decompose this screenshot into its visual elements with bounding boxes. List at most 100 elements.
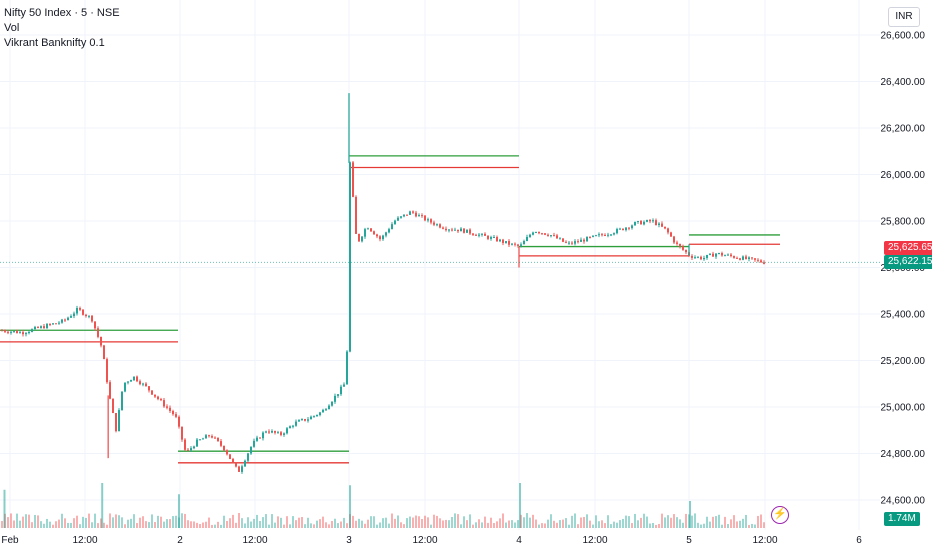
candle-body <box>499 239 501 242</box>
candle-body <box>193 446 195 449</box>
volume-bar <box>703 523 705 528</box>
candle-body <box>148 386 150 391</box>
y-tick-label: 26,000.00 <box>881 170 926 181</box>
volume-bar <box>460 524 462 528</box>
volume-bar <box>307 517 309 528</box>
candle-body <box>1 330 3 332</box>
candle-body <box>103 345 105 360</box>
candle-body <box>472 233 474 235</box>
y-tick-label: 25,200.00 <box>881 356 926 367</box>
volume-bar <box>169 519 171 528</box>
candle-body <box>454 229 456 231</box>
volume-bar <box>31 522 33 528</box>
volume-bar <box>598 521 600 528</box>
volume-bar <box>157 515 159 528</box>
lightning-icon[interactable]: ⚡ <box>771 506 789 524</box>
volume-bar <box>403 524 405 528</box>
candle-body <box>463 228 465 233</box>
candle-body <box>727 254 729 256</box>
volume-bar <box>124 524 126 528</box>
candle-body <box>670 232 672 237</box>
candle-body <box>217 437 219 442</box>
volume-bar <box>151 514 153 528</box>
candles <box>1 93 765 474</box>
volume-bar <box>280 517 282 528</box>
volume-bar <box>175 515 177 528</box>
volume-bar <box>418 516 420 528</box>
volume-legend[interactable]: Vol <box>4 22 20 34</box>
volume-bar <box>424 515 426 528</box>
candle-body <box>490 237 492 239</box>
candle-body <box>619 228 621 230</box>
candle-body <box>487 235 489 239</box>
volume-bar <box>577 524 579 528</box>
candle-body <box>229 454 231 459</box>
candle-body <box>64 319 66 321</box>
volume-bar <box>298 517 300 528</box>
volume-bar <box>568 524 570 528</box>
candle-body <box>154 394 156 397</box>
volume-bar <box>226 520 228 528</box>
volume-bar <box>445 519 447 528</box>
volume-bar <box>532 514 534 528</box>
symbol-title[interactable]: Nifty 50 Index · 5 · NSE <box>4 7 120 19</box>
candle-body <box>322 409 324 413</box>
candle-body <box>91 315 93 322</box>
candle-body <box>397 217 399 221</box>
candle-body <box>496 237 498 242</box>
indicator-levels <box>0 155 780 464</box>
candle-body <box>421 215 423 217</box>
candle-body <box>292 425 294 427</box>
candle-body <box>412 211 414 213</box>
candle-body <box>70 316 72 318</box>
candle-body <box>184 439 186 450</box>
candle-body <box>508 241 510 245</box>
volume-bar <box>427 517 429 528</box>
volume-bar <box>631 523 633 528</box>
candle-body <box>415 212 417 217</box>
candle-body <box>565 241 567 243</box>
x-tick-label: Feb <box>1 535 19 546</box>
candle-body <box>697 256 699 258</box>
candle-body <box>319 412 321 415</box>
candle-body <box>310 416 312 420</box>
volume-bar <box>463 516 465 528</box>
candle-body <box>481 233 483 235</box>
volume-bar <box>214 524 216 528</box>
candle-body <box>304 419 306 421</box>
volume-bar <box>58 519 60 528</box>
volume-bar <box>616 522 618 528</box>
volume-bar <box>313 524 315 528</box>
candle-body <box>283 433 285 435</box>
volume-bar <box>232 514 234 528</box>
volume-bar <box>91 522 93 528</box>
candle-body <box>745 256 747 260</box>
candle-body <box>694 257 696 259</box>
volume-bar <box>331 521 333 528</box>
candle-body <box>664 226 666 229</box>
volume-bar <box>481 522 483 528</box>
volume-bar <box>436 515 438 528</box>
indicator-legend[interactable]: Vikrant Banknifty 0.1 <box>4 37 105 49</box>
volume-bar <box>241 518 243 528</box>
volume-bar <box>490 517 492 528</box>
volume-bar <box>469 514 471 528</box>
volume-bar <box>229 518 231 528</box>
currency-button[interactable]: INR <box>888 7 920 27</box>
x-tick-label: 12:00 <box>582 535 607 546</box>
candle-body <box>679 243 681 247</box>
volume-bar <box>691 515 693 528</box>
candle-body <box>115 412 117 432</box>
candle-body <box>358 233 360 242</box>
volume-bar <box>322 516 324 528</box>
volume-bar <box>46 518 48 528</box>
candle-body <box>43 326 45 329</box>
candle-body <box>259 437 261 439</box>
volume-bar <box>127 519 129 528</box>
volume-bar <box>544 523 546 528</box>
candle-body <box>316 414 318 416</box>
volume-bar <box>61 513 63 528</box>
volume-bar <box>442 520 444 528</box>
volume-bar <box>199 524 201 528</box>
